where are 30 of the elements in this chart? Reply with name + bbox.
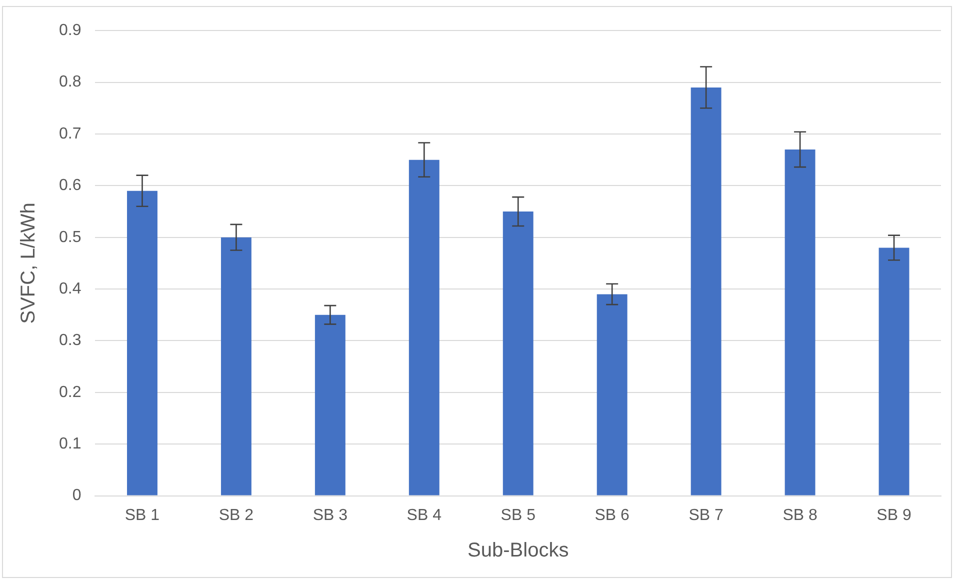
y-tick-label: 0.4 [58,280,82,298]
y-tick-label: 0.3 [58,332,82,350]
bar [596,294,628,496]
y-tick-label: 0.6 [58,177,82,194]
bar [878,248,910,496]
x-tick-label: SB 9 [876,506,912,524]
bar [502,212,534,496]
bar [784,149,816,496]
x-tick-label: SB 8 [782,506,818,524]
y-tick-label: 0.8 [58,74,82,91]
y-tick-label: 0.2 [58,384,82,401]
y-tick-label: 0.1 [58,436,82,453]
x-tick-label: SB 5 [500,506,536,524]
x-tick-label: SB 4 [406,506,442,524]
y-tick-label: 0.7 [58,125,82,142]
bar [690,87,722,496]
x-tick-label: SB 2 [218,506,254,524]
bar [127,190,158,496]
y-axis-title: SVFC, L/kWh [18,202,40,324]
y-tick-label: 0.9 [58,22,82,40]
x-axis-title: Sub-Blocks [468,540,569,562]
y-tick-label: 0.5 [58,228,82,246]
x-tick-label: SB 7 [688,506,724,524]
bar [220,237,252,496]
y-tick-label: 0 [72,487,82,504]
x-tick-label: SB 1 [124,506,160,524]
bar [314,314,346,496]
bar [408,160,440,496]
x-tick-label: SB 3 [312,506,348,524]
x-tick-label: SB 6 [594,506,630,524]
